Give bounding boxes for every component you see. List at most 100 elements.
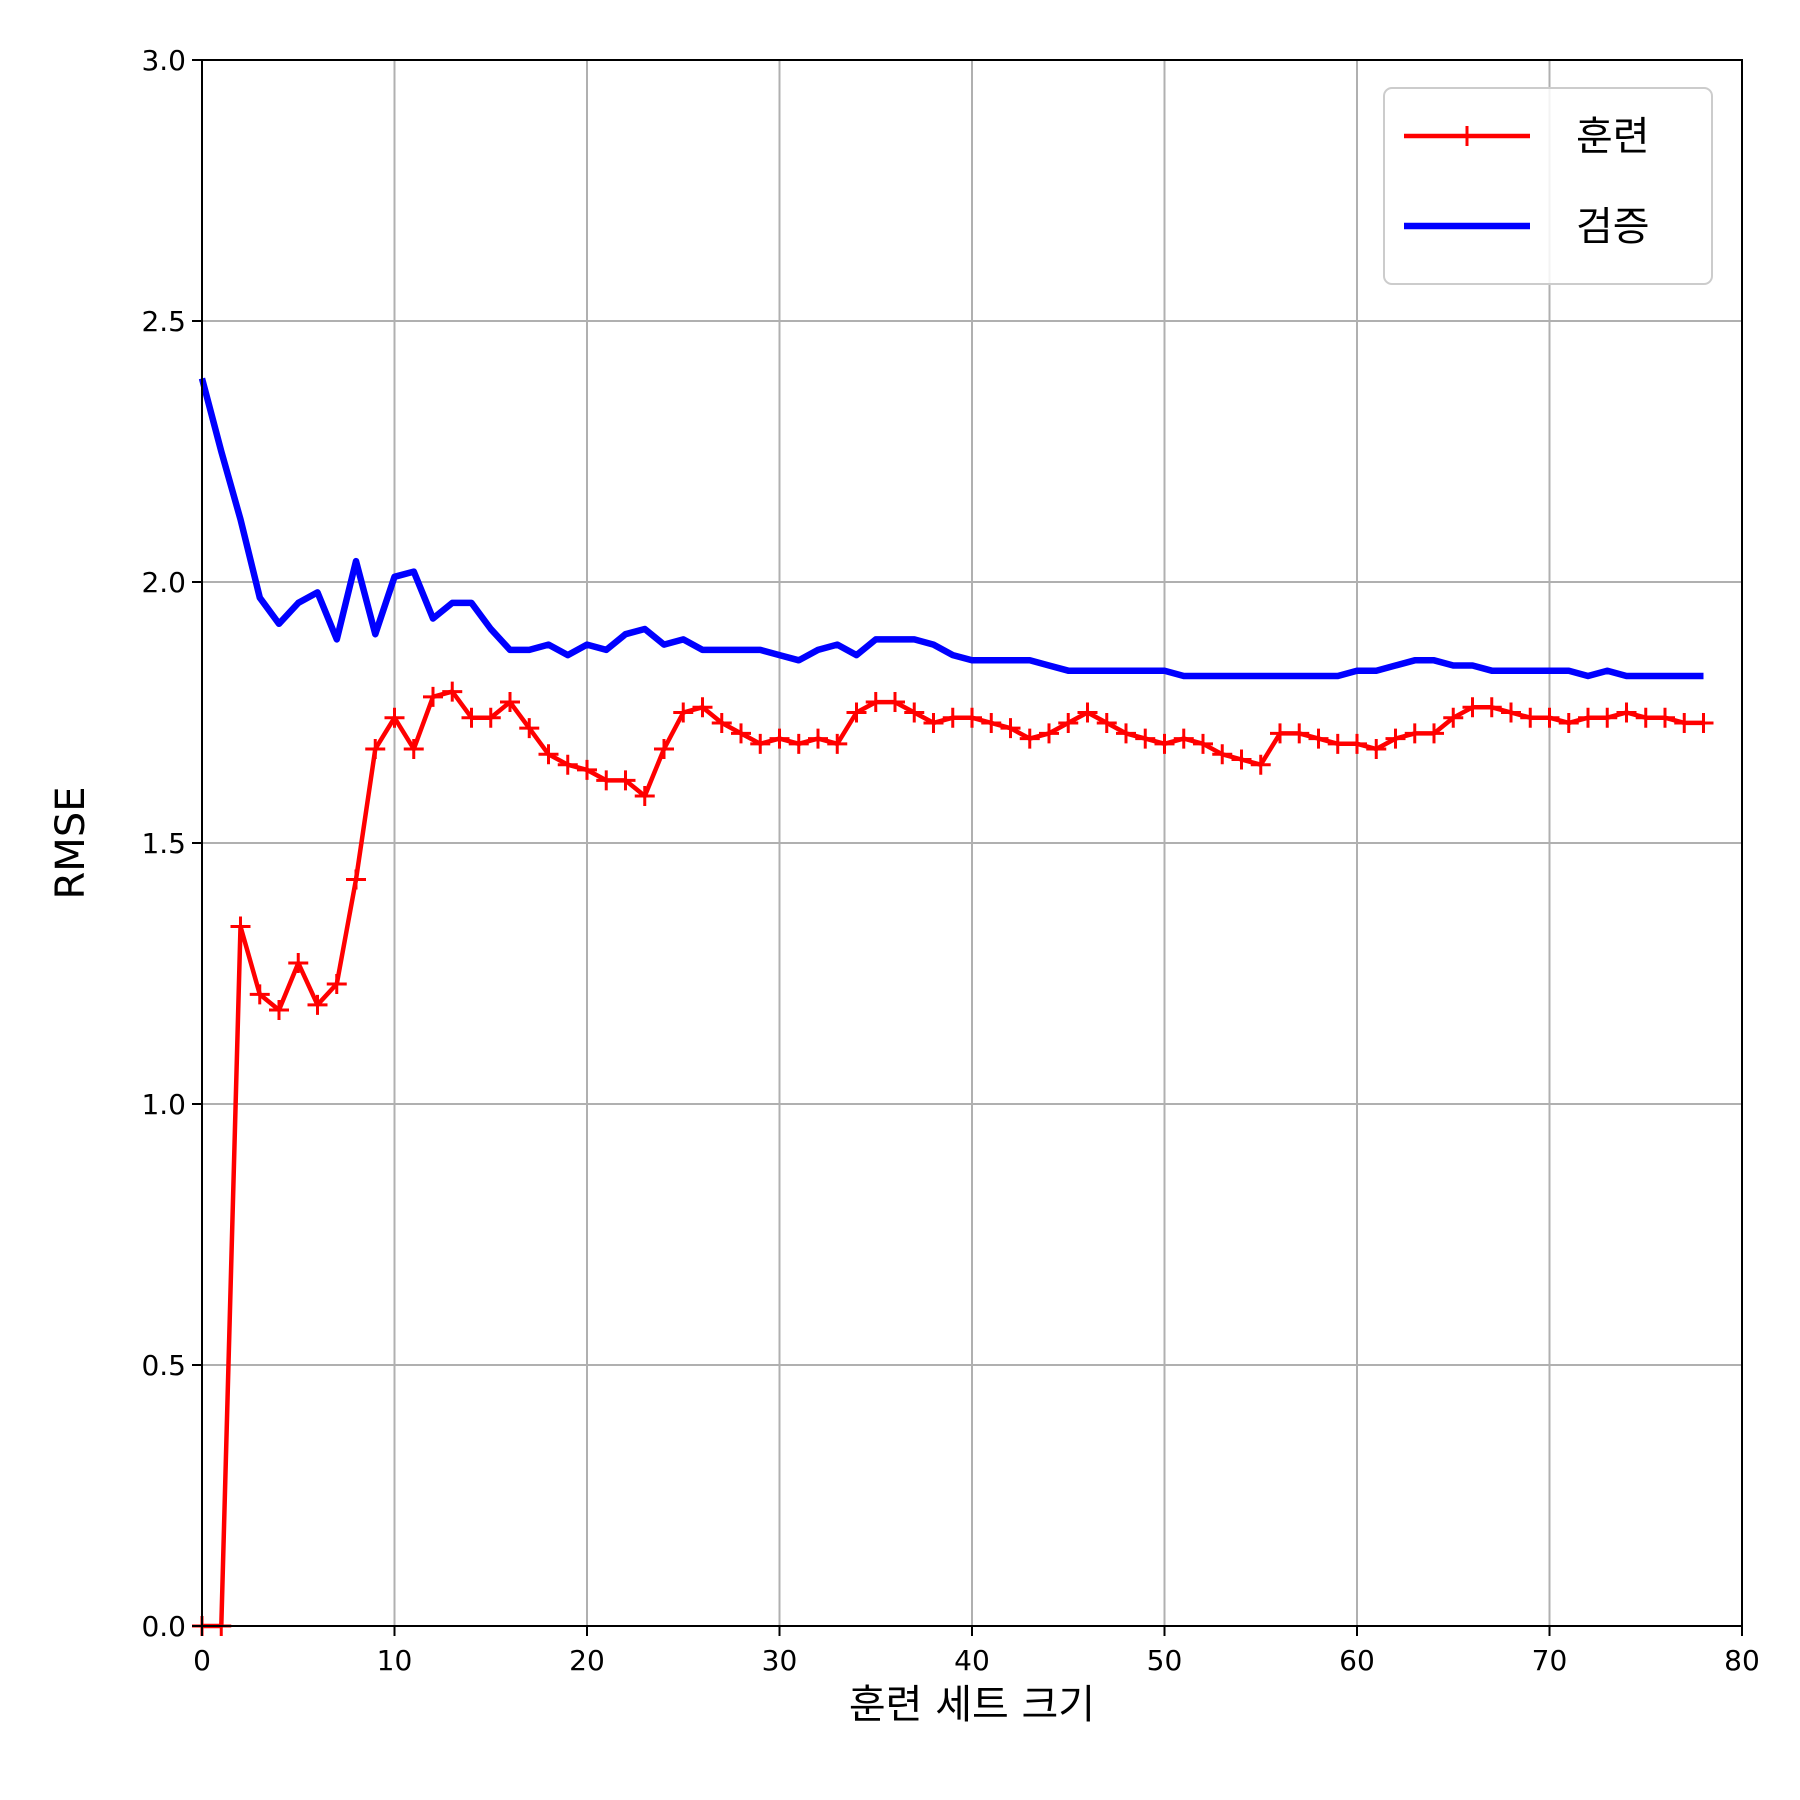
data-point-marker [307,994,328,1015]
data-point-marker [1424,723,1444,744]
data-point-marker [750,733,771,754]
data-point-marker [1462,697,1483,718]
data-point-marker [1443,707,1464,728]
data-point-marker [654,739,674,760]
y-tick-label: 0.0 [141,1610,186,1643]
series-line-1 [198,377,1704,680]
data-point-marker [1558,712,1579,733]
data-point-marker [596,770,617,791]
data-point-marker [1116,723,1136,744]
data-point-marker [692,697,713,718]
legend-label: 검증 [1576,204,1650,250]
data-point-marker [403,739,424,760]
data-point-marker [249,984,270,1005]
data-point-marker [923,712,944,733]
data-point-marker [1019,728,1040,749]
data-point-marker [1578,707,1598,728]
data-point-marker [1385,728,1406,749]
x-axis-label: 훈련 세트 크기 [849,1682,1095,1728]
data-point-marker [1193,733,1213,754]
y-tick-label: 1.5 [141,827,186,860]
data-point-marker [1693,712,1714,733]
data-point-marker [962,707,982,728]
legend-marker [1457,126,1477,146]
data-point-marker [846,702,867,723]
data-point-marker [1501,702,1521,723]
data-point-marker [1674,712,1695,733]
data-point-marker [1135,728,1156,749]
data-point-marker [1173,728,1194,749]
data-point-marker [519,718,540,739]
data-point-marker [1231,749,1252,770]
y-axis-label: RMSE [48,787,94,900]
legend-box [1383,87,1713,285]
data-point-marker [1481,697,1502,718]
y-tick-label: 1.0 [141,1088,186,1121]
data-point-marker [1250,754,1271,775]
data-point-marker [1077,702,1098,723]
data-point-marker [673,702,694,723]
x-tick-label: 50 [1147,1644,1183,1677]
data-point-marker [1058,712,1079,733]
data-point-marker [1212,744,1233,765]
data-point-marker [1404,723,1425,744]
y-tick-label: 2.5 [141,305,186,338]
data-point-marker [288,953,309,974]
data-point-marker [1270,723,1290,744]
data-point-marker [1635,707,1656,728]
data-point-marker [1327,733,1348,754]
data-point-marker [442,681,463,702]
data-point-marker [269,1000,289,1021]
x-tick-label: 30 [762,1644,798,1677]
data-point-marker [885,692,905,713]
data-point-marker [480,707,501,728]
data-point-marker [634,786,655,807]
data-point-marker [731,723,751,744]
data-point-marker [461,707,482,728]
data-point-marker [788,733,809,754]
x-tick-label: 80 [1724,1644,1760,1677]
data-point-marker [1597,707,1618,728]
data-point-marker [557,754,578,775]
x-tick-label: 0 [193,1644,211,1677]
data-point-marker [904,702,925,723]
data-point-marker [827,733,848,754]
x-tick-label: 10 [377,1644,413,1677]
data-point-marker [1000,718,1021,739]
x-tick-label: 40 [954,1644,990,1677]
data-point-marker [1347,733,1367,754]
data-point-marker [1366,739,1387,760]
data-point-marker [1655,707,1675,728]
data-point-marker [538,744,559,765]
y-tick-label: 0.5 [141,1349,186,1382]
data-point-marker [230,916,251,937]
data-point-marker [769,728,790,749]
data-point-marker [865,692,886,713]
data-point-marker [711,712,732,733]
x-tick-label: 70 [1532,1644,1568,1677]
data-point-marker [1039,723,1059,744]
data-point-marker [1539,707,1560,728]
data-point-marker [365,739,386,760]
data-point-marker [808,728,828,749]
x-tick-label: 60 [1339,1644,1375,1677]
data-point-marker [1308,728,1329,749]
data-point-marker [1154,733,1175,754]
data-point-marker [1096,712,1117,733]
data-point-marker [981,712,1002,733]
legend-label: 훈련 [1576,114,1650,160]
data-point-marker [423,686,443,707]
data-point-marker [615,770,636,791]
data-point-marker [942,707,963,728]
y-tick-label: 2.0 [141,566,186,599]
data-point-marker [577,759,597,780]
x-tick-label: 20 [569,1644,605,1677]
data-point-marker [1616,702,1637,723]
data-point-marker [346,869,366,890]
data-point-marker [1520,707,1541,728]
data-point-marker [326,973,347,994]
y-tick-label: 3.0 [141,44,186,77]
